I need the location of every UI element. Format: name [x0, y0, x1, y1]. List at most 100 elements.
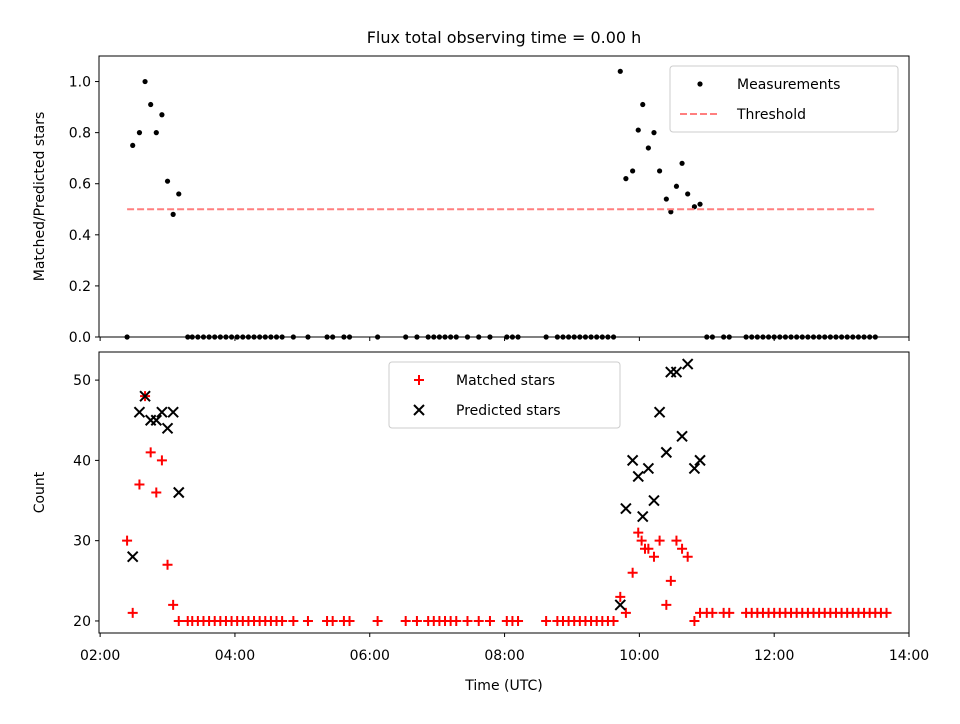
y-tick-label: 0.8	[69, 126, 91, 142]
y-tick-label: 0.0	[69, 330, 91, 346]
measurement-point	[130, 142, 136, 149]
matched-star-point	[151, 487, 162, 498]
chart-title: Flux total observing time = 0.00 h	[367, 28, 642, 47]
panel-top: 0.0 0.2 0.4 0.6 0.8 1.0 Matched/Predicted star…	[32, 55, 910, 346]
legend-box	[669, 65, 899, 133]
series-predicted-stars	[126, 358, 706, 611]
matched-star-point	[633, 527, 644, 538]
matched-star-point	[513, 615, 524, 626]
y-tick-label: 40	[73, 453, 91, 469]
matched-star-point	[627, 567, 638, 578]
matched-star-point	[277, 615, 288, 626]
legend-marker-measurements	[697, 81, 703, 87]
predicted-star-point	[161, 422, 174, 434]
measurement-point	[697, 201, 703, 207]
legend-marker-matched	[414, 375, 424, 385]
matched-star-point	[689, 615, 700, 626]
matched-star-point	[671, 535, 682, 546]
y-tick-label: 20	[73, 614, 91, 630]
series-measurements	[124, 68, 878, 340]
matched-star-point	[661, 599, 672, 610]
measurement-point	[691, 204, 698, 210]
matched-star-point	[484, 615, 495, 626]
measurement-point	[142, 78, 148, 85]
y-axis-label: Count	[32, 471, 48, 513]
x-tick-label: 06:00	[350, 648, 390, 664]
measurement-point	[630, 168, 636, 174]
measurement-point	[685, 191, 691, 197]
predicted-star-point	[653, 406, 666, 418]
measurement-point	[651, 130, 657, 136]
y-tick-label: 0.4	[69, 228, 91, 244]
y-axis-label: Matched/Predicted stars	[32, 112, 48, 282]
matched-star-point	[145, 447, 156, 458]
matched-star-point	[615, 591, 626, 602]
matched-star-point	[134, 479, 145, 490]
measurement-point	[153, 130, 159, 136]
legend-label: Predicted stars	[456, 403, 561, 419]
y-tick-label: 50	[73, 373, 91, 389]
axes-frame	[98, 351, 910, 634]
matched-star-point	[648, 551, 659, 562]
matched-star-point	[162, 559, 173, 570]
y-tick-label: 0.2	[69, 279, 91, 295]
x-tick-label: 12:00	[754, 648, 794, 664]
matched-star-point	[620, 607, 631, 618]
predicted-star-point	[694, 454, 706, 467]
predicted-star-point	[626, 454, 639, 467]
matched-star-point	[608, 615, 619, 626]
matched-star-point	[127, 607, 138, 618]
measurement-point	[673, 183, 680, 189]
matched-star-point	[451, 615, 462, 626]
measurement-point	[176, 191, 182, 197]
matched-star-point	[156, 455, 167, 466]
legend-label: Threshold	[736, 107, 806, 123]
legend-box	[388, 361, 621, 429]
matched-star-point	[707, 607, 718, 618]
predicted-star-point	[660, 446, 673, 459]
x-tick-label: 02:00	[80, 648, 120, 664]
measurement-point	[640, 101, 646, 108]
predicted-star-point	[648, 494, 660, 507]
predicted-star-point	[620, 502, 632, 515]
predicted-star-point	[156, 406, 168, 418]
measurement-point	[679, 160, 685, 166]
y-tick-label: 0.6	[69, 177, 91, 193]
legend-marker-predicted	[413, 404, 425, 416]
predicted-star-point	[133, 406, 146, 418]
predicted-star-point	[688, 462, 701, 475]
matched-star-point	[302, 615, 313, 626]
legend: Measurements Threshold	[669, 65, 899, 133]
x-axis-label: Time (UTC)	[464, 678, 542, 694]
panel-bottom: 20 30 40 50 02:00 04:00 06:00 08:00 10:00 12:00 14…	[32, 351, 929, 694]
legend: Matched stars Predicted stars	[388, 361, 621, 429]
measurement-point	[645, 145, 651, 151]
predicted-star-point	[173, 486, 185, 499]
measurement-point	[656, 168, 663, 174]
matched-star-point	[462, 615, 473, 626]
matched-star-point	[327, 615, 338, 626]
measurement-point	[668, 209, 674, 215]
x-tick-label: 14:00	[889, 648, 929, 664]
matched-star-point	[168, 599, 179, 610]
predicted-star-point	[670, 366, 683, 378]
legend-label: Matched stars	[456, 373, 555, 389]
measurement-point	[663, 196, 669, 202]
predicted-star-point	[167, 406, 179, 418]
measurement-point	[136, 130, 143, 136]
measurement-point	[617, 68, 623, 74]
x-tick-label: 04:00	[215, 648, 255, 664]
measurement-point	[159, 112, 165, 118]
y-tick-label: 1.0	[69, 75, 91, 91]
matched-star-point	[344, 615, 355, 626]
matched-star-point	[636, 535, 647, 546]
matched-star-point	[881, 607, 892, 618]
predicted-star-point	[126, 551, 139, 563]
predicted-star-point	[637, 510, 649, 523]
measurement-point	[170, 211, 176, 217]
matched-star-point	[682, 551, 693, 562]
matched-star-point	[541, 615, 552, 626]
predicted-star-point	[614, 599, 626, 611]
